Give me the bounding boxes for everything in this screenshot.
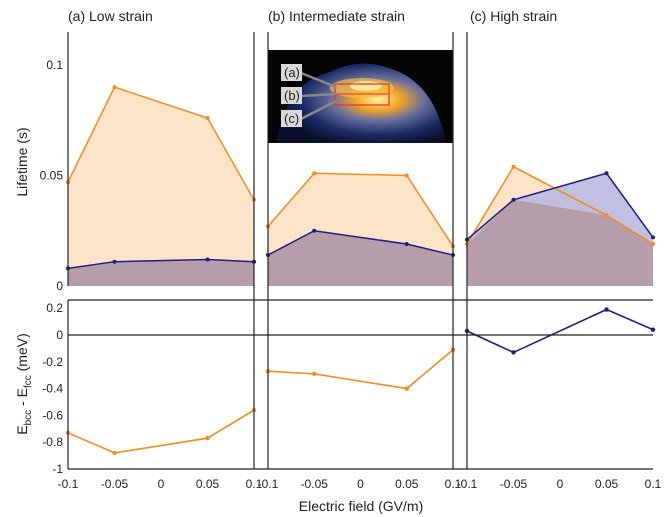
energy-point-c-3 <box>650 327 656 332</box>
lifetime-line-orange-a <box>67 86 255 201</box>
lifetime-point-navy-c-3 <box>651 235 655 240</box>
y-tick-label-energy: -0.8 <box>42 435 63 449</box>
y-tick-label-lifetime: 0 <box>56 279 63 293</box>
panel-title-a: (a) Low strain <box>68 8 153 24</box>
lifetime-point-navy-c-2 <box>604 171 609 176</box>
energy-point-c-2 <box>604 307 609 312</box>
lifetime-area-overlap-a <box>68 259 254 286</box>
x-tick-label: -0.05 <box>101 477 129 491</box>
x-tick-label: 0.1 <box>645 477 662 491</box>
x-tick-label: 0 <box>357 477 364 491</box>
y-tick-label-lifetime: 0.1 <box>46 58 63 72</box>
lifetime-point-orange-a-2 <box>205 116 210 121</box>
y-axis-title-energy: Ebcc - Efcc (meV) <box>14 333 34 434</box>
energy-line-c <box>466 308 654 354</box>
y-tick-label-energy: 0.2 <box>46 301 63 315</box>
lifetime-point-orange-c-2 <box>604 213 609 218</box>
energy-point-a-1 <box>112 450 117 456</box>
lifetime-plots <box>66 85 655 286</box>
x-axis-title: Electric field (GV/m) <box>299 498 423 514</box>
energy-point-c-1 <box>511 350 516 355</box>
x-tick-label: -0.1 <box>258 477 279 491</box>
y-tick-label-lifetime: 0.05 <box>40 169 64 183</box>
x-tick-label: 0 <box>557 477 564 491</box>
energy-point-b-1 <box>312 371 317 377</box>
lifetime-point-navy-a-1 <box>112 259 117 264</box>
lifetime-line-orange-b <box>267 172 454 247</box>
inset-label-c: (c) <box>284 111 299 126</box>
y-axis-title-lifetime: Lifetime (s) <box>14 127 30 196</box>
energy-point-b-2 <box>404 386 409 391</box>
panel-title-c: (c) High strain <box>470 8 557 24</box>
panel-title-b: (b) Intermediate strain <box>268 8 405 24</box>
x-tick-label: -0.1 <box>58 477 79 491</box>
lifetime-line-navy-a <box>67 258 255 270</box>
x-tick-label: -0.05 <box>301 477 329 491</box>
x-tick-label: 0.05 <box>595 477 619 491</box>
x-tick-label: 0 <box>158 477 165 491</box>
lifetime-line-navy-c <box>466 172 654 241</box>
lifetime-point-navy-b-1 <box>312 228 317 233</box>
x-tick-label: -0.05 <box>500 477 528 491</box>
lifetime-line-navy-b <box>267 229 454 256</box>
x-tick-label: 0.05 <box>395 477 419 491</box>
energy-plots <box>65 307 656 456</box>
y-tick-label-energy: -1 <box>52 462 63 476</box>
lifetime-point-navy-b-2 <box>404 242 409 247</box>
lifetime-point-navy-c-1 <box>511 197 516 202</box>
lifetime-point-orange-c-1 <box>511 164 516 169</box>
x-tick-label: 0.05 <box>196 477 220 491</box>
x-tick-label: 0.1 <box>445 477 462 491</box>
tick-labels: -0.1 -0.05 0 0.05 0.1-0.1 -0.05 0 0.05 0.1-0.1 -0… <box>40 58 662 491</box>
lifetime-point-orange-a-1 <box>112 85 117 90</box>
energy-line-b <box>267 349 454 390</box>
inset-heatmap: (a) (b) (c) <box>268 50 453 143</box>
x-tick-label: -0.1 <box>457 477 478 491</box>
lifetime-area-orange-a <box>68 87 254 286</box>
inset-label-a: (a) <box>284 65 300 80</box>
x-tick-label: 0.1 <box>246 477 263 491</box>
y-tick-label-energy: 0 <box>56 328 63 342</box>
y-tick-label-energy: -0.4 <box>42 382 63 396</box>
lifetime-point-orange-b-2 <box>404 173 409 178</box>
y-tick-label-energy: -0.2 <box>42 355 63 369</box>
frame-lines <box>67 32 653 470</box>
lifetime-line-orange-c <box>466 165 654 245</box>
y-tick-label-energy: -0.6 <box>42 408 63 422</box>
energy-line-a <box>67 409 255 454</box>
energy-point-a-2 <box>205 435 210 441</box>
lifetime-point-orange-b-1 <box>312 171 317 176</box>
lifetime-point-navy-a-2 <box>205 257 210 262</box>
lifetime-area-overlap-c <box>467 199 653 286</box>
lifetime-point-orange-c-3 <box>651 242 655 247</box>
inset-label-b: (b) <box>284 88 300 103</box>
